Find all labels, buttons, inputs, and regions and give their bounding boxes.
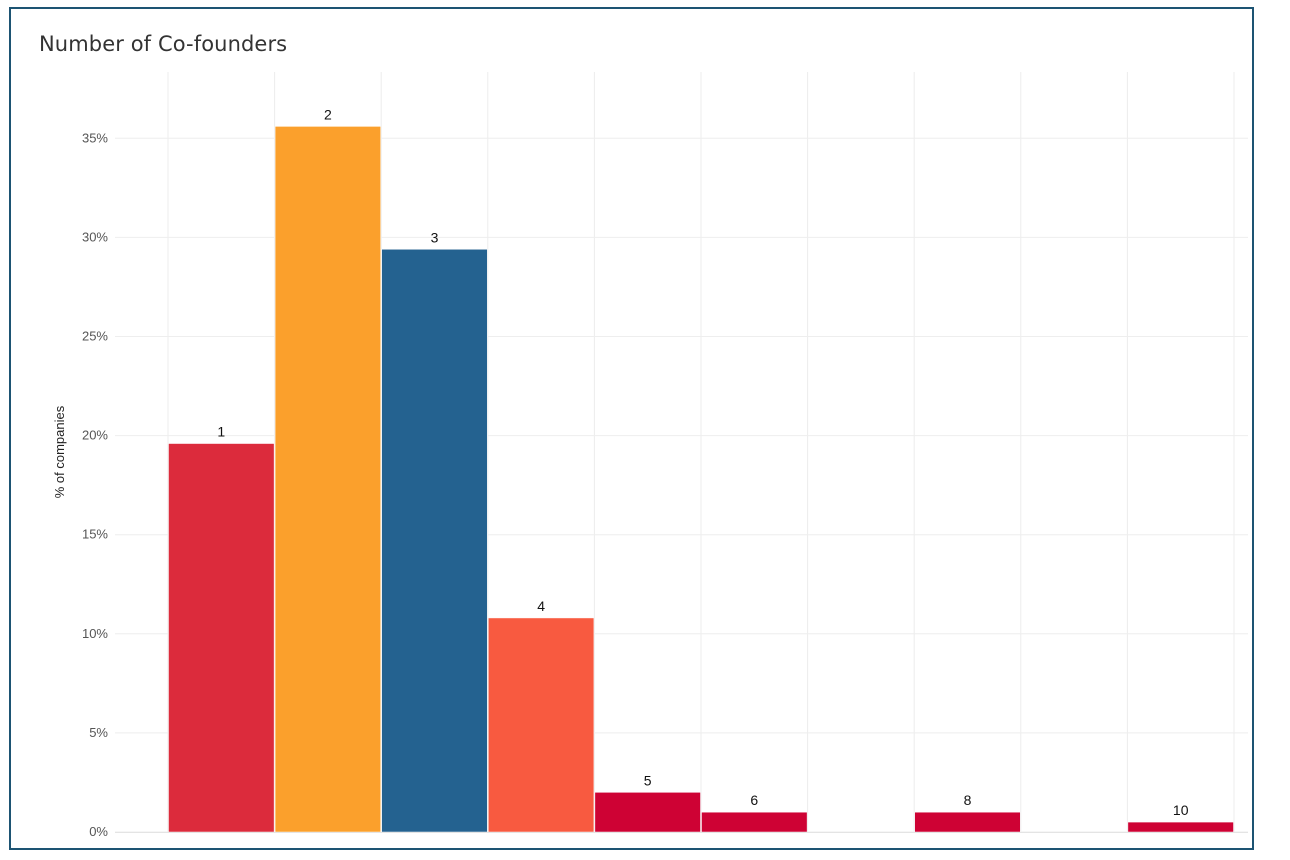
data-label-6: 6 xyxy=(750,792,758,808)
bar-1 xyxy=(168,443,275,833)
bar-4 xyxy=(488,617,595,833)
data-label-2: 2 xyxy=(324,106,332,122)
bar-5 xyxy=(594,792,701,833)
y-tick-label: 5% xyxy=(89,725,108,740)
bar-8 xyxy=(914,811,1021,833)
data-label-3: 3 xyxy=(431,229,439,245)
bar-2 xyxy=(274,126,381,833)
y-tick-label: 30% xyxy=(82,229,108,244)
y-tick-label: 20% xyxy=(82,428,108,443)
y-tick-label: 35% xyxy=(82,130,108,145)
data-label-5: 5 xyxy=(644,772,652,788)
bar-10 xyxy=(1127,821,1234,833)
data-label-8: 8 xyxy=(964,792,972,808)
y-axis-ticks: 0% 5% 10% 15% 20% 25% 30% 35% xyxy=(82,130,108,839)
data-label-4: 4 xyxy=(537,598,545,614)
bar-6 xyxy=(701,811,808,833)
y-tick-label: 0% xyxy=(89,824,108,839)
chart-title: Number of Co-founders xyxy=(39,32,288,56)
y-tick-label: 15% xyxy=(82,527,108,542)
data-label-10: 10 xyxy=(1173,802,1189,818)
y-axis-label: % of companies xyxy=(52,405,67,498)
data-labels: 1 2 3 4 5 6 8 10 xyxy=(217,106,1188,818)
y-tick-label: 10% xyxy=(82,626,108,641)
data-label-1: 1 xyxy=(217,424,225,440)
bar-3 xyxy=(381,249,488,833)
y-tick-label: 25% xyxy=(82,329,108,344)
bars xyxy=(115,126,1248,833)
